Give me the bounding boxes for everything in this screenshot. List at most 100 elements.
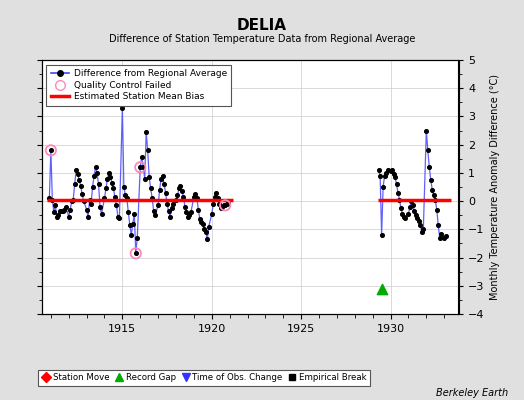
Point <box>386 168 395 175</box>
Point <box>409 202 417 208</box>
Point <box>133 234 141 241</box>
Point <box>437 230 445 237</box>
Point <box>382 170 390 176</box>
Point <box>202 229 210 235</box>
Point <box>93 170 101 176</box>
Point <box>197 219 205 226</box>
Point <box>105 170 113 176</box>
Point <box>145 174 154 180</box>
Point <box>397 205 405 211</box>
Point <box>442 233 450 240</box>
Point <box>59 208 67 214</box>
Point <box>392 181 401 187</box>
Point <box>50 209 58 216</box>
Point <box>106 174 115 180</box>
Point <box>142 129 150 135</box>
Legend: Difference from Regional Average, Quality Control Failed, Estimated Station Mean: Difference from Regional Average, Qualit… <box>47 64 231 106</box>
Point <box>195 216 204 223</box>
Point <box>165 208 173 214</box>
Point <box>394 190 402 196</box>
Point <box>148 195 156 202</box>
Point <box>172 196 180 203</box>
Point <box>109 185 117 192</box>
Point <box>176 182 184 189</box>
Point <box>175 185 183 192</box>
Point <box>407 198 416 204</box>
Point <box>126 222 134 228</box>
Point <box>144 147 152 154</box>
Point <box>428 187 436 193</box>
Point <box>94 181 103 187</box>
Point <box>52 214 61 220</box>
Point <box>78 191 86 197</box>
Point <box>157 175 165 182</box>
Point <box>204 223 213 230</box>
Point <box>156 187 164 193</box>
Point <box>151 212 159 218</box>
Point <box>179 194 188 200</box>
Point <box>376 172 384 179</box>
Point <box>223 201 231 207</box>
Point <box>398 211 407 217</box>
Point <box>208 211 216 217</box>
Point <box>114 214 122 220</box>
Point <box>413 215 422 221</box>
Point <box>161 190 170 196</box>
Point <box>182 209 191 216</box>
Point <box>90 172 99 179</box>
Point <box>57 208 66 214</box>
Point <box>190 194 198 200</box>
Point <box>173 192 182 199</box>
Point <box>430 192 438 199</box>
Point <box>209 201 217 207</box>
Point <box>434 222 442 228</box>
Point <box>97 211 106 217</box>
Point <box>423 147 432 154</box>
Point <box>136 164 145 170</box>
Point <box>427 177 435 183</box>
Point <box>440 234 449 241</box>
Point <box>404 211 412 217</box>
Point <box>212 190 221 196</box>
Point <box>124 209 133 216</box>
Point <box>87 201 95 207</box>
Point <box>380 172 389 179</box>
Legend: Station Move, Record Gap, Time of Obs. Change, Empirical Break: Station Move, Record Gap, Time of Obs. C… <box>38 370 370 386</box>
Point <box>102 185 110 192</box>
Point <box>379 184 387 190</box>
Point <box>96 204 104 210</box>
Point <box>149 208 158 214</box>
Point <box>136 164 145 170</box>
Point <box>91 164 100 170</box>
Point <box>132 250 140 256</box>
Point <box>140 175 149 182</box>
Point <box>216 205 225 211</box>
Point <box>108 180 116 186</box>
Point <box>414 218 423 224</box>
Point <box>211 194 219 200</box>
Point <box>435 234 444 241</box>
Point <box>54 212 62 218</box>
Point <box>418 229 426 235</box>
Point <box>147 185 155 192</box>
Point <box>431 196 440 203</box>
Point <box>218 204 226 210</box>
Point <box>137 154 146 160</box>
Point <box>66 206 74 213</box>
Point <box>103 175 112 182</box>
Point <box>51 202 60 208</box>
Point <box>85 196 94 203</box>
Point <box>384 167 392 173</box>
Point <box>199 220 207 227</box>
Point <box>132 250 140 256</box>
Point <box>400 214 408 220</box>
Text: DELIA: DELIA <box>237 18 287 33</box>
Point <box>388 167 396 173</box>
Point <box>56 208 64 214</box>
Point <box>89 184 97 190</box>
Y-axis label: Monthly Temperature Anomaly Difference (°C): Monthly Temperature Anomaly Difference (… <box>490 74 500 300</box>
Point <box>193 195 201 202</box>
Point <box>419 226 428 232</box>
Text: Berkeley Earth: Berkeley Earth <box>436 388 508 398</box>
Point <box>119 184 128 190</box>
